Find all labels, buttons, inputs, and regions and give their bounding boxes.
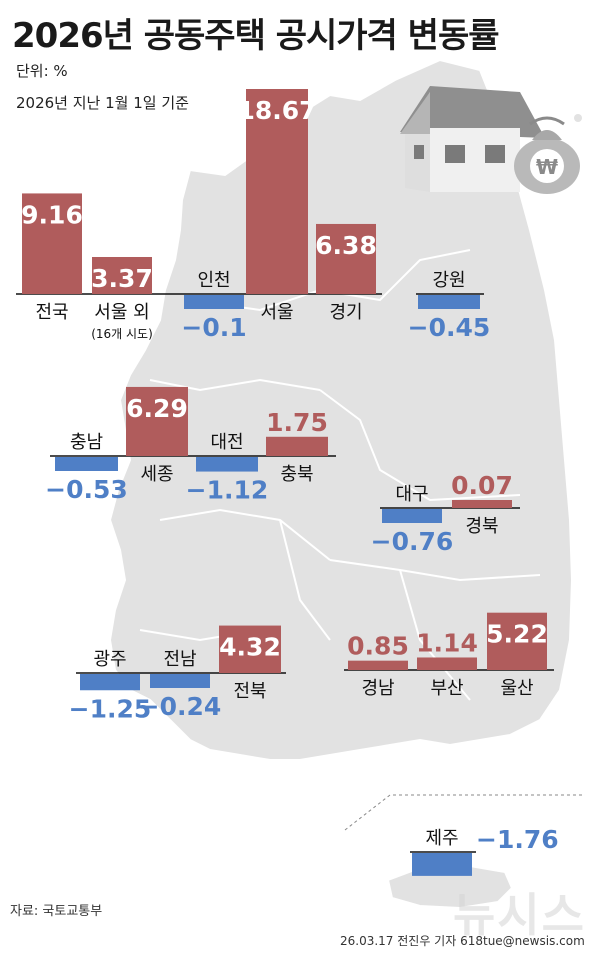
category-note-서울 외: (16개 시도)	[91, 327, 153, 341]
bar-전국	[22, 193, 82, 294]
value-label-충남: −0.53	[45, 475, 128, 504]
category-label-전남: 전남	[163, 649, 196, 670]
category-label-충북: 충북	[280, 464, 313, 485]
bar-울산	[487, 612, 547, 670]
bar-인천	[184, 295, 244, 309]
value-label-전북: 4.32	[219, 633, 281, 662]
jeju-inset-frame	[344, 794, 585, 831]
category-label-광주: 광주	[93, 649, 126, 670]
korea-map	[108, 58, 585, 910]
bar-세종	[126, 386, 188, 456]
ulleung-island	[574, 114, 582, 122]
bar-서울 외	[92, 256, 152, 294]
bar-경북	[452, 500, 512, 508]
bar-대전	[196, 457, 258, 472]
watermark: 뉴시스	[453, 888, 586, 942]
value-label-강원: −0.45	[408, 313, 491, 342]
bar-제주	[412, 853, 472, 876]
category-label-경남: 경남	[361, 678, 394, 699]
category-label-서울: 서울	[260, 302, 293, 323]
bar-부산	[417, 657, 477, 670]
credit-label: 26.03.17 전진우 기자 618tue@newsis.com	[340, 934, 585, 948]
value-label-인천: −0.1	[181, 313, 246, 342]
bar-광주	[80, 674, 140, 691]
bar-충남	[55, 457, 118, 471]
bars-layer: 9.16 전국 3.37 서울 외 (16개 시도) −0.1 인천 18.67 서울 6.38 경…	[16, 89, 559, 876]
bar-충북	[266, 436, 328, 456]
category-label-대전: 대전	[210, 432, 243, 453]
value-label-전남: −0.24	[139, 692, 222, 721]
category-label-충남: 충남	[70, 432, 103, 453]
value-label-부산: 1.14	[416, 628, 478, 657]
value-label-전국: 9.16	[21, 200, 83, 229]
category-label-경기: 경기	[329, 302, 362, 323]
category-label-세종: 세종	[140, 464, 173, 485]
province-borders	[139, 249, 541, 701]
category-label-제주: 제주	[425, 828, 458, 849]
bar-전남	[150, 674, 210, 688]
unit-label: 단위: %	[16, 62, 68, 80]
bar-강원	[418, 295, 480, 309]
svg-text:₩: ₩	[536, 155, 558, 179]
category-label-인천: 인천	[197, 270, 230, 291]
value-label-대구: −0.76	[371, 527, 454, 556]
source-label: 자료: 국토교통부	[10, 904, 103, 919]
value-label-서울: 18.67	[237, 96, 316, 125]
category-label-서울 외: 서울 외	[94, 302, 149, 323]
value-label-서울 외: 3.37	[91, 264, 153, 293]
value-label-광주: −1.25	[69, 694, 152, 723]
value-label-경남: 0.85	[347, 632, 409, 661]
category-label-전국: 전국	[35, 302, 68, 323]
bar-경남	[348, 660, 408, 670]
value-label-세종: 6.29	[126, 394, 188, 423]
money-bag-icon: ₩	[514, 116, 580, 194]
category-label-부산: 부산	[430, 678, 463, 699]
value-label-제주: −1.76	[476, 825, 559, 854]
value-label-울산: 5.22	[486, 620, 548, 649]
value-label-대전: −1.12	[186, 476, 269, 505]
bar-전북	[219, 625, 281, 673]
basis-label: 2026년 지난 1월 1일 기준	[16, 94, 189, 112]
bar-대구	[382, 509, 442, 523]
bar-서울	[246, 89, 308, 294]
value-label-경기: 6.38	[315, 231, 377, 260]
category-label-강원: 강원	[432, 270, 465, 291]
bar-경기	[316, 223, 376, 294]
page-title: 2026년 공동주택 공시가격 변동률	[12, 16, 499, 56]
category-label-울산: 울산	[500, 678, 533, 699]
value-label-충북: 1.75	[266, 408, 328, 437]
house-icon	[400, 86, 545, 192]
category-label-경북: 경북	[465, 516, 498, 537]
category-label-대구: 대구	[395, 484, 428, 505]
value-label-경북: 0.07	[451, 471, 513, 500]
category-label-전북: 전북	[233, 681, 266, 702]
